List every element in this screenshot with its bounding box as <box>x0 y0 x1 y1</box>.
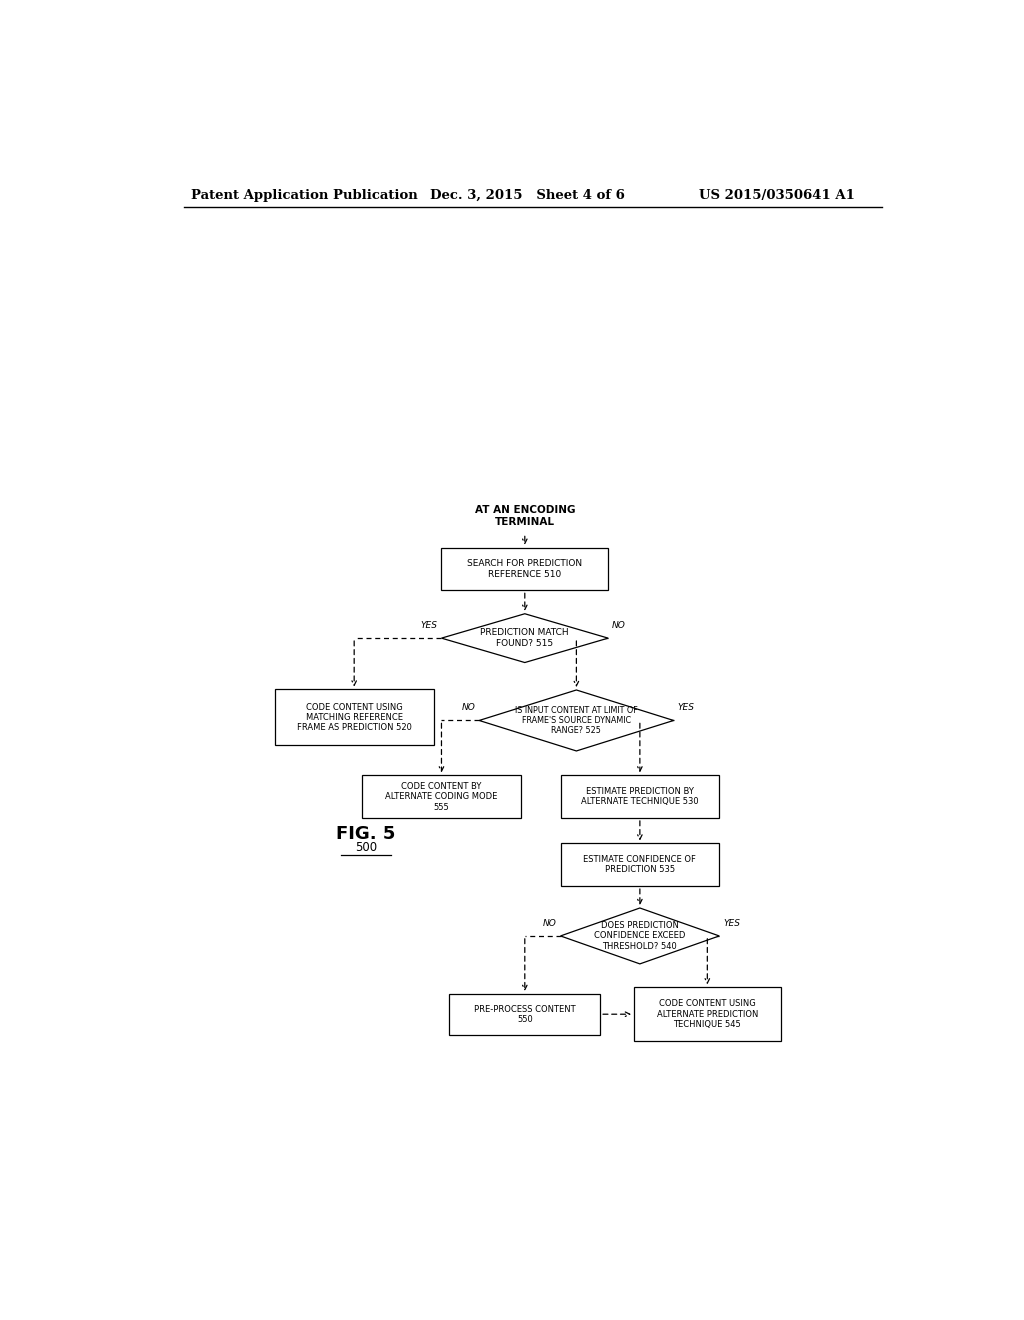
FancyBboxPatch shape <box>450 994 600 1035</box>
Text: ESTIMATE PREDICTION BY
ALTERNATE TECHNIQUE 530: ESTIMATE PREDICTION BY ALTERNATE TECHNIQ… <box>581 787 698 807</box>
Text: YES: YES <box>421 620 437 630</box>
FancyBboxPatch shape <box>441 548 608 590</box>
Text: CODE CONTENT USING
MATCHING REFERENCE
FRAME AS PREDICTION 520: CODE CONTENT USING MATCHING REFERENCE FR… <box>297 702 412 733</box>
FancyBboxPatch shape <box>634 987 780 1041</box>
Text: ESTIMATE CONFIDENCE OF
PREDICTION 535: ESTIMATE CONFIDENCE OF PREDICTION 535 <box>584 855 696 874</box>
Text: NO: NO <box>543 919 557 928</box>
FancyBboxPatch shape <box>560 775 719 818</box>
Text: YES: YES <box>723 919 740 928</box>
Text: PRE-PROCESS CONTENT
550: PRE-PROCESS CONTENT 550 <box>474 1005 575 1024</box>
Text: NO: NO <box>612 620 626 630</box>
Text: Patent Application Publication: Patent Application Publication <box>191 189 418 202</box>
FancyBboxPatch shape <box>274 689 433 746</box>
FancyBboxPatch shape <box>362 775 521 818</box>
Text: CODE CONTENT BY
ALTERNATE CODING MODE
555: CODE CONTENT BY ALTERNATE CODING MODE 55… <box>385 781 498 812</box>
Text: SEARCH FOR PREDICTION
REFERENCE 510: SEARCH FOR PREDICTION REFERENCE 510 <box>467 560 583 578</box>
Text: YES: YES <box>678 704 694 713</box>
Text: NO: NO <box>462 704 475 713</box>
Text: CODE CONTENT USING
ALTERNATE PREDICTION
TECHNIQUE 545: CODE CONTENT USING ALTERNATE PREDICTION … <box>656 999 758 1030</box>
Text: FIG. 5: FIG. 5 <box>337 825 395 843</box>
Text: 500: 500 <box>355 841 377 854</box>
Text: US 2015/0350641 A1: US 2015/0350641 A1 <box>699 189 855 202</box>
Text: AT AN ENCODING
TERMINAL: AT AN ENCODING TERMINAL <box>474 506 575 527</box>
FancyBboxPatch shape <box>560 843 719 886</box>
Polygon shape <box>560 908 719 964</box>
Text: PREDICTION MATCH
FOUND? 515: PREDICTION MATCH FOUND? 515 <box>480 628 569 648</box>
Text: IS INPUT CONTENT AT LIMIT OF
FRAME'S SOURCE DYNAMIC
RANGE? 525: IS INPUT CONTENT AT LIMIT OF FRAME'S SOU… <box>515 706 638 735</box>
Polygon shape <box>479 690 674 751</box>
Text: DOES PREDICTION
CONFIDENCE EXCEED
THRESHOLD? 540: DOES PREDICTION CONFIDENCE EXCEED THRESH… <box>594 921 685 950</box>
Polygon shape <box>441 614 608 663</box>
Text: Dec. 3, 2015   Sheet 4 of 6: Dec. 3, 2015 Sheet 4 of 6 <box>430 189 625 202</box>
